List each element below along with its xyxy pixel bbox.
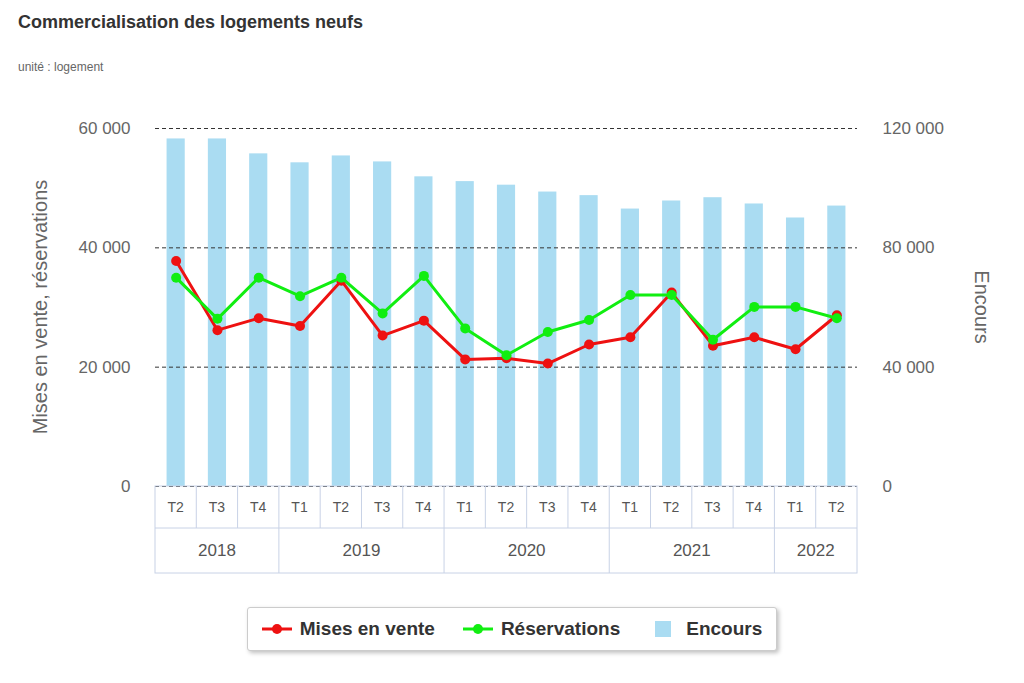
- svg-text:2020: 2020: [508, 541, 546, 560]
- svg-text:T3: T3: [209, 499, 226, 515]
- svg-text:Mises en vente, réservations: Mises en vente, réservations: [29, 180, 51, 435]
- svg-text:T1: T1: [787, 499, 804, 515]
- svg-text:2018: 2018: [198, 541, 236, 560]
- svg-text:0: 0: [121, 477, 130, 496]
- svg-text:T1: T1: [622, 499, 639, 515]
- svg-text:120 000: 120 000: [883, 119, 944, 138]
- svg-text:T1: T1: [291, 499, 308, 515]
- svg-text:T2: T2: [663, 499, 680, 515]
- svg-text:T4: T4: [580, 499, 597, 515]
- svg-text:T3: T3: [374, 499, 391, 515]
- svg-text:Encours: Encours: [971, 270, 993, 343]
- svg-text:2022: 2022: [797, 541, 835, 560]
- svg-text:2019: 2019: [343, 541, 381, 560]
- svg-text:0: 0: [883, 477, 892, 496]
- svg-text:T1: T1: [457, 499, 474, 515]
- svg-text:80 000: 80 000: [883, 238, 935, 257]
- svg-text:T4: T4: [415, 499, 432, 515]
- svg-text:T2: T2: [828, 499, 845, 515]
- svg-text:40 000: 40 000: [79, 238, 131, 257]
- html-text:Encours: Encours: [686, 618, 763, 639]
- svg-text:T3: T3: [704, 499, 721, 515]
- html-text:Commercialisation des logement: Commercialisation des logements neufs: [18, 12, 364, 32]
- svg-text:T4: T4: [250, 499, 267, 515]
- svg-text:T3: T3: [539, 499, 556, 515]
- html-text:Mises en vente: Mises en vente: [299, 618, 435, 639]
- html-text:Réservations: Réservations: [500, 618, 621, 639]
- svg-text:T2: T2: [498, 499, 515, 515]
- svg-text:T2: T2: [167, 499, 184, 515]
- svg-text:60 000: 60 000: [79, 119, 131, 138]
- svg-text:2021: 2021: [673, 541, 711, 560]
- svg-text:T4: T4: [746, 499, 763, 515]
- svg-text:40 000: 40 000: [883, 358, 935, 377]
- svg-text:T2: T2: [333, 499, 350, 515]
- html-text:unité : logement: unité : logement: [18, 60, 104, 74]
- svg-text:20 000: 20 000: [79, 358, 131, 377]
